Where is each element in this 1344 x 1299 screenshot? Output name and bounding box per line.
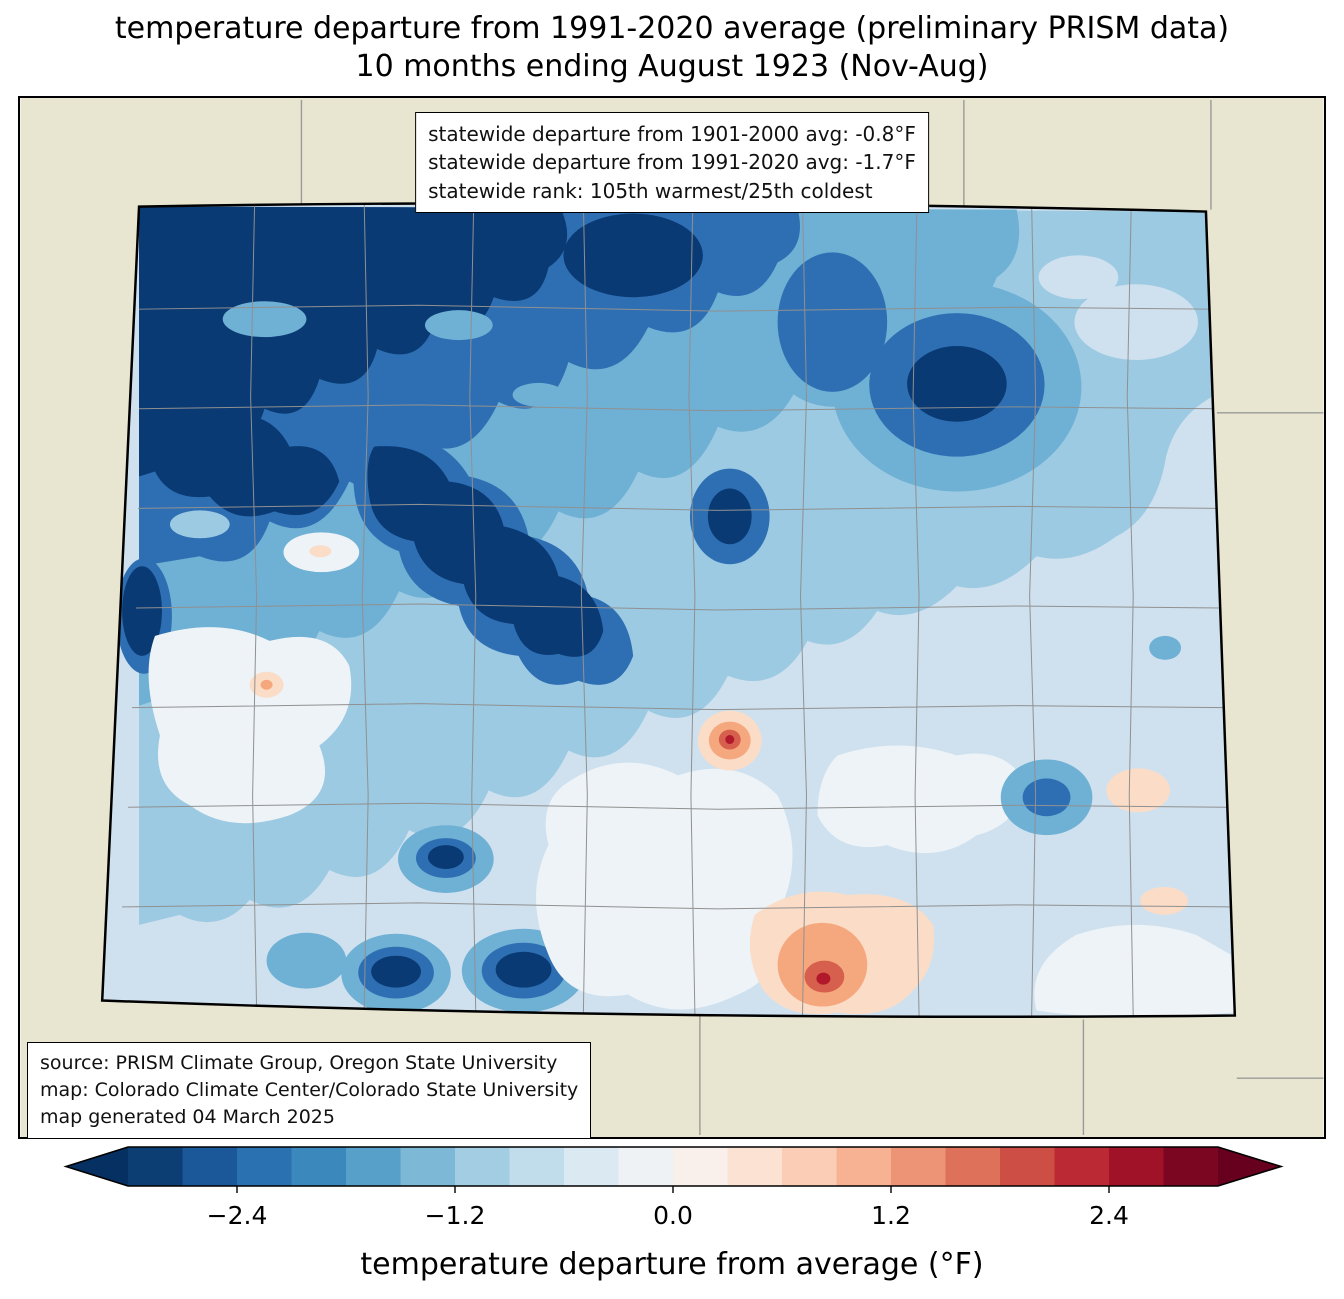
map-frame [18, 96, 1326, 1139]
tick-label-4: 2.4 [1089, 1201, 1129, 1230]
tick-label-2: 0.0 [653, 1201, 693, 1230]
stats-line-2: statewide departure from 1991-2020 avg: … [428, 150, 916, 175]
source-line-3: map generated 04 March 2025 [40, 1105, 335, 1128]
colorbar-segments [128, 1147, 1219, 1186]
colorbar-axis-label: temperature departure from average (°F) [360, 1247, 983, 1282]
tick-label-3: 1.2 [871, 1201, 911, 1230]
stats-line-3: statewide rank: 105th warmest/25th colde… [428, 178, 873, 203]
colorbar-right-arrow [1218, 1147, 1281, 1186]
tick-label-0: −2.4 [207, 1201, 268, 1230]
title-line-1: temperature departure from 1991-2020 ave… [114, 11, 1230, 46]
neighbor-state-borders [300, 99, 1324, 1136]
tick-label-1: −1.2 [425, 1201, 486, 1230]
figure-title: temperature departure from 1991-2020 ave… [0, 10, 1344, 87]
source-line-2: map: Colorado Climate Center/Colorado St… [40, 1078, 579, 1101]
colorbar-left-arrow [66, 1147, 128, 1186]
colorbar-outline [63, 1146, 1284, 1187]
colorbar: −2.4 −1.2 0.0 1.2 2.4 temperature depart… [63, 1146, 1284, 1282]
colorado-map [20, 98, 1324, 1137]
source-line-1: source: PRISM Climate Group, Oregon Stat… [40, 1052, 558, 1074]
title-line-2: 10 months ending August 1923 (Nov-Aug) [355, 49, 989, 85]
county-lines [122, 203, 1230, 1017]
stats-line-1: statewide departure from 1901-2000 avg: … [428, 122, 916, 146]
colorbar-tick-marks [236, 1186, 1110, 1193]
source-box: source: PRISM Climate Group, Oregon Stat… [27, 1042, 592, 1139]
temperature-contours [102, 203, 1235, 1017]
stats-box: statewide departure from 1901-2000 avg: … [415, 112, 929, 214]
